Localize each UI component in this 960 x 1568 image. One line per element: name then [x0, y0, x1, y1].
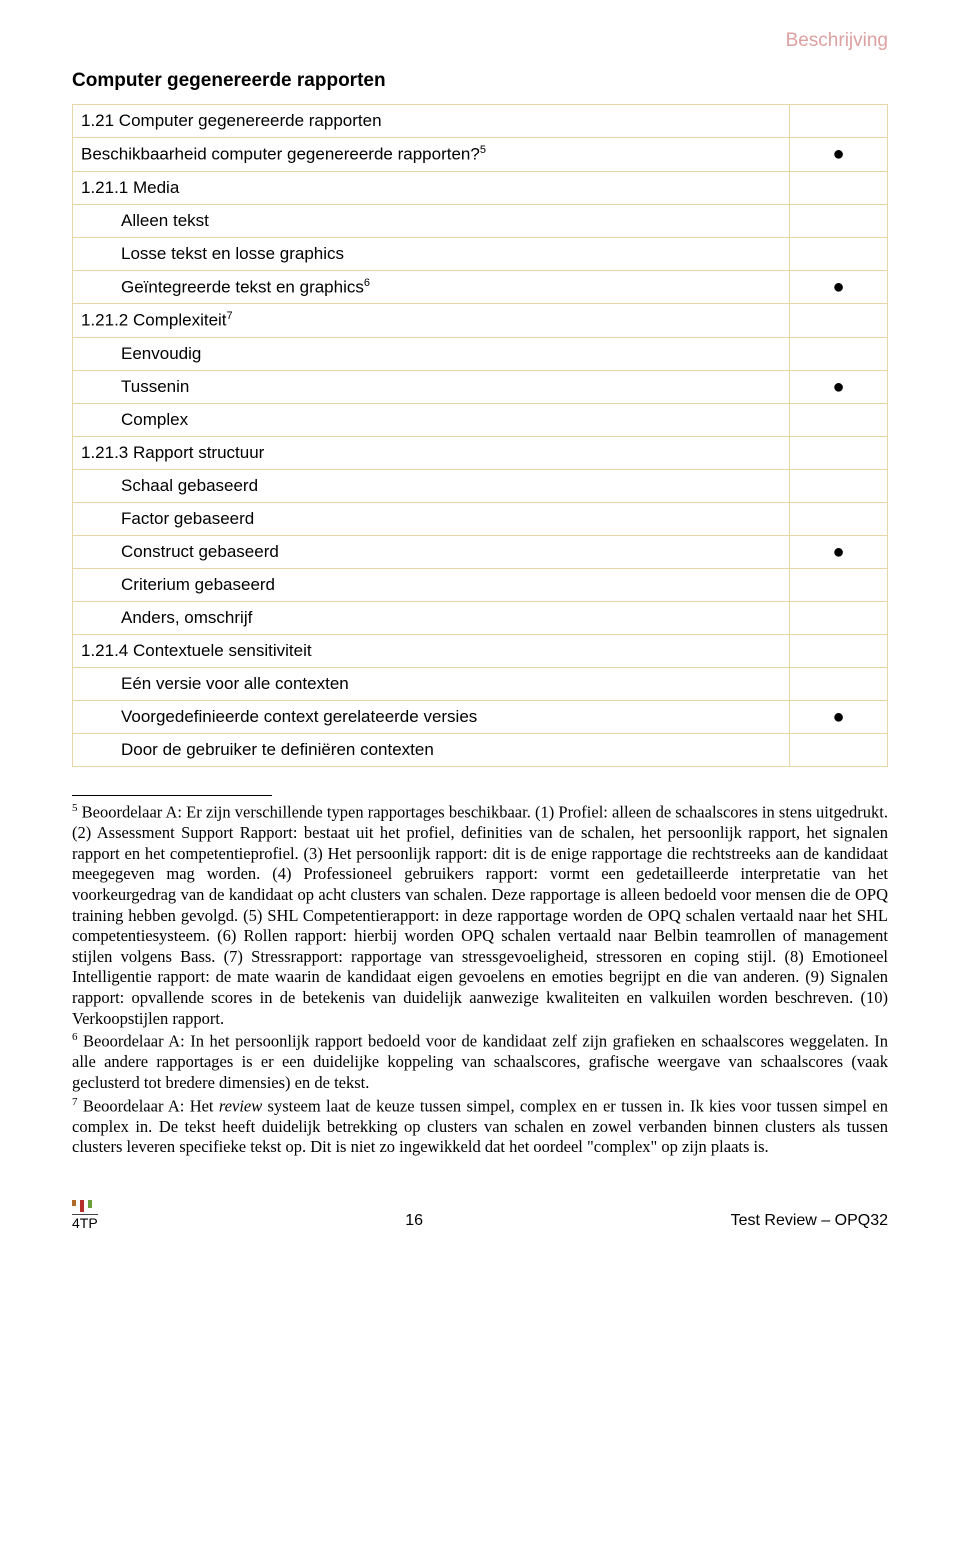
row-label: Eenvoudig: [73, 337, 790, 370]
row-label: Schaal gebaseerd: [73, 469, 790, 502]
footnote-7: 7 Beoordelaar A: Het review systeem laat…: [72, 1096, 888, 1158]
row-label: 1.21.1 Media: [73, 171, 790, 204]
row-mark: [790, 469, 888, 502]
row-mark: [790, 667, 888, 700]
row-mark: [790, 237, 888, 270]
row-mark: [790, 204, 888, 237]
table-row: Voorgedefinieerde context gerelateerde v…: [73, 700, 888, 733]
footer-logo: 4TP: [72, 1200, 98, 1230]
row-label: Door de gebruiker te definiëren contexte…: [73, 733, 790, 766]
table-row: Criterium gebaseerd: [73, 568, 888, 601]
row-label: 1.21 Computer gegenereerde rapporten: [73, 105, 790, 138]
table-row: 1.21.3 Rapport structuur: [73, 436, 888, 469]
row-label: Losse tekst en losse graphics: [73, 237, 790, 270]
row-label: Voorgedefinieerde context gerelateerde v…: [73, 700, 790, 733]
row-label: Beschikbaarheid computer gegenereerde ra…: [73, 138, 790, 172]
table-row: Construct gebaseerd●: [73, 535, 888, 568]
row-label: 1.21.3 Rapport structuur: [73, 436, 790, 469]
row-mark: [790, 733, 888, 766]
row-mark: ●: [790, 535, 888, 568]
table-row: Door de gebruiker te definiëren contexte…: [73, 733, 888, 766]
footnote-6: 6 Beoordelaar A: In het persoonlijk rapp…: [72, 1031, 888, 1093]
row-mark: [790, 436, 888, 469]
table-row: Tussenin●: [73, 370, 888, 403]
row-label: 1.21.2 Complexiteit7: [73, 304, 790, 338]
table-row: Alleen tekst: [73, 204, 888, 237]
table-row: 1.21 Computer gegenereerde rapporten: [73, 105, 888, 138]
footnote-5: 5 Beoordelaar A: Er zijn verschillende t…: [72, 802, 888, 1029]
row-mark: [790, 171, 888, 204]
row-mark: [790, 601, 888, 634]
row-mark: [790, 634, 888, 667]
row-mark: [790, 502, 888, 535]
table-row: 1.21.4 Contextuele sensitiviteit: [73, 634, 888, 667]
page-footer: 4TP 16 Test Review – OPQ32: [72, 1200, 888, 1230]
row-label: Criterium gebaseerd: [73, 568, 790, 601]
row-label: Tussenin: [73, 370, 790, 403]
table-row: Eén versie voor alle contexten: [73, 667, 888, 700]
table-row: Factor gebaseerd: [73, 502, 888, 535]
table-row: Complex: [73, 403, 888, 436]
section-title: Computer gegenereerde rapporten: [72, 70, 888, 92]
table-row: Anders, omschrijf: [73, 601, 888, 634]
row-mark: [790, 403, 888, 436]
row-label: Factor gebaseerd: [73, 502, 790, 535]
table-row: 1.21.2 Complexiteit7: [73, 304, 888, 338]
row-label: Construct gebaseerd: [73, 535, 790, 568]
row-mark: ●: [790, 700, 888, 733]
footnotes-block: 5 Beoordelaar A: Er zijn verschillende t…: [72, 802, 888, 1158]
table-row: 1.21.1 Media: [73, 171, 888, 204]
row-label: Complex: [73, 403, 790, 436]
row-label: Geïntegreerde tekst en graphics6: [73, 270, 790, 304]
footnote-separator: [72, 795, 272, 796]
row-mark: [790, 105, 888, 138]
row-label: Anders, omschrijf: [73, 601, 790, 634]
row-label: Eén versie voor alle contexten: [73, 667, 790, 700]
row-mark: ●: [790, 370, 888, 403]
row-label: 1.21.4 Contextuele sensitiviteit: [73, 634, 790, 667]
footer-right-text: Test Review – OPQ32: [731, 1212, 888, 1230]
table-row: Losse tekst en losse graphics: [73, 237, 888, 270]
page-number: 16: [98, 1212, 731, 1230]
row-mark: ●: [790, 138, 888, 172]
row-mark: [790, 337, 888, 370]
report-table: 1.21 Computer gegenereerde rapportenBesc…: [72, 104, 888, 767]
table-row: Beschikbaarheid computer gegenereerde ra…: [73, 138, 888, 172]
row-mark: [790, 304, 888, 338]
header-category: Beschrijving: [72, 30, 888, 52]
row-mark: ●: [790, 270, 888, 304]
row-label: Alleen tekst: [73, 204, 790, 237]
row-mark: [790, 568, 888, 601]
table-row: Geïntegreerde tekst en graphics6●: [73, 270, 888, 304]
table-row: Eenvoudig: [73, 337, 888, 370]
table-row: Schaal gebaseerd: [73, 469, 888, 502]
